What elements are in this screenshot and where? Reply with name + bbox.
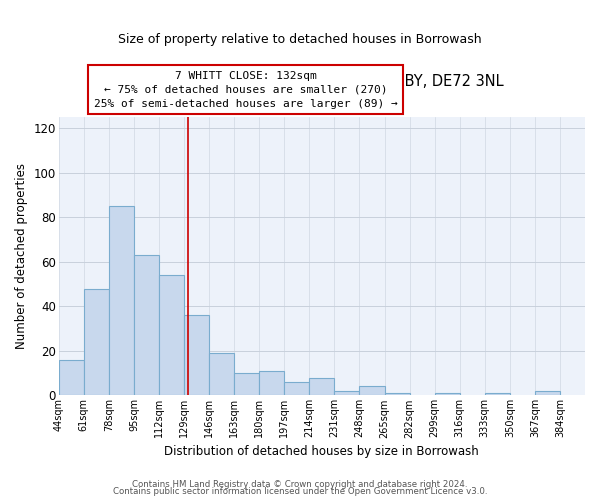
Bar [485,393,510,396]
Bar [109,206,134,396]
Title: 7, WHITT CLOSE, BORROWASH, DERBY, DE72 3NL: 7, WHITT CLOSE, BORROWASH, DERBY, DE72 3… [140,74,503,90]
Bar [359,386,385,396]
Text: 7 WHITT CLOSE: 132sqm
← 75% of detached houses are smaller (270)
25% of semi-det: 7 WHITT CLOSE: 132sqm ← 75% of detached … [94,70,397,108]
Text: Contains public sector information licensed under the Open Government Licence v3: Contains public sector information licen… [113,487,487,496]
Text: Size of property relative to detached houses in Borrowash: Size of property relative to detached ho… [118,32,482,46]
Bar [159,275,184,396]
Text: Contains HM Land Registry data © Crown copyright and database right 2024.: Contains HM Land Registry data © Crown c… [132,480,468,489]
Bar [184,315,209,396]
Bar [59,360,84,396]
Bar [234,373,259,396]
Bar [259,371,284,396]
Bar [134,255,159,396]
Bar [535,391,560,396]
Y-axis label: Number of detached properties: Number of detached properties [15,163,28,349]
Bar [310,378,334,396]
Bar [84,288,109,396]
Bar [385,393,410,396]
Bar [434,393,460,396]
Bar [209,353,234,396]
X-axis label: Distribution of detached houses by size in Borrowash: Distribution of detached houses by size … [164,444,479,458]
Bar [334,391,359,396]
Bar [284,382,310,396]
